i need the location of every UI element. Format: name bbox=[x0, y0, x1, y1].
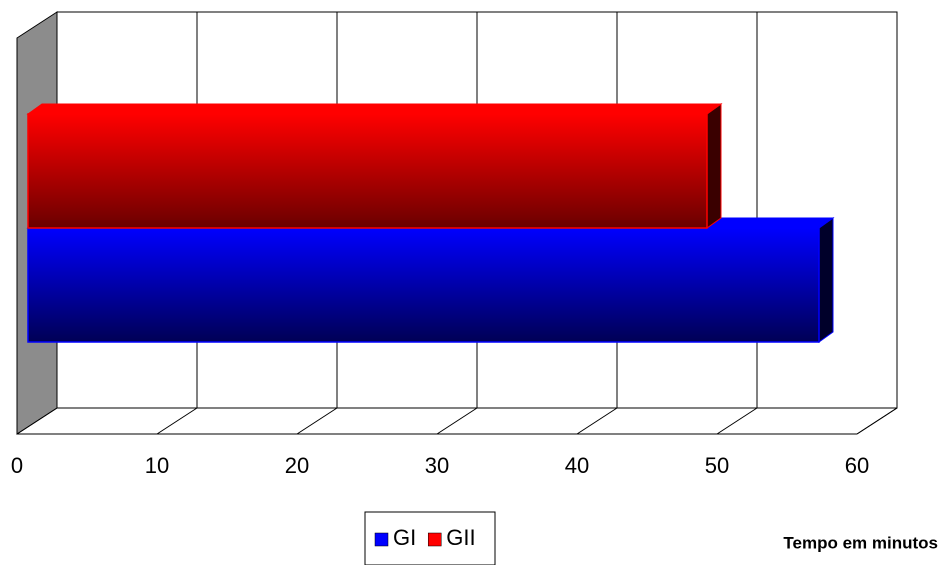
bar bbox=[27, 113, 708, 229]
x-tick-label: 60 bbox=[845, 453, 869, 478]
floor-line bbox=[716, 407, 758, 435]
floor-right bbox=[856, 407, 898, 435]
bar-side bbox=[706, 103, 722, 229]
floor-line bbox=[156, 407, 198, 435]
bar bbox=[27, 227, 820, 343]
floor-line bbox=[296, 407, 338, 435]
x-tick-label: 10 bbox=[145, 453, 169, 478]
legend-label: GI bbox=[393, 525, 416, 550]
x-tick-label: 20 bbox=[285, 453, 309, 478]
bar-side bbox=[818, 217, 834, 343]
x-tick-label: 30 bbox=[425, 453, 449, 478]
legend-swatch bbox=[374, 532, 389, 547]
x-tick-label: 50 bbox=[705, 453, 729, 478]
legend-label: GII bbox=[446, 525, 475, 550]
floor-line bbox=[576, 407, 618, 435]
x-axis-title: Tempo em minutos bbox=[783, 533, 938, 552]
floor-line bbox=[16, 407, 58, 435]
bar-top bbox=[26, 103, 723, 115]
x-tick-label: 40 bbox=[565, 453, 589, 478]
floor-line bbox=[436, 407, 478, 435]
legend-swatch bbox=[427, 532, 442, 547]
x-tick-label: 0 bbox=[11, 453, 23, 478]
